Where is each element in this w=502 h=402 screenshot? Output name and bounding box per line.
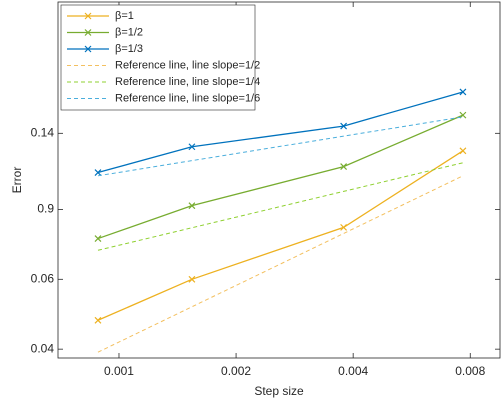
y-tick-label: 0.04: [31, 341, 55, 355]
legend-marker: [84, 29, 92, 36]
y-tick-label: 0.9: [37, 202, 54, 216]
marker: [340, 163, 348, 171]
legend-marker: [84, 12, 92, 20]
legend-label: β=1/3: [115, 43, 143, 55]
x-tick-label: 0.004: [338, 364, 368, 378]
legend-label: Reference line, line slope=1/6: [115, 92, 260, 104]
series-line: [97, 150, 464, 321]
marker: [340, 223, 348, 231]
marker: [340, 122, 348, 130]
reference-line: [97, 175, 464, 353]
marker: [94, 235, 102, 242]
marker: [94, 316, 102, 324]
marker: [459, 147, 467, 155]
legend-label: Reference line, line slope=1/2: [115, 59, 260, 71]
legend-label: β=1: [115, 10, 134, 22]
marker: [188, 202, 196, 210]
marker: [94, 169, 102, 176]
legend-box: [60, 4, 256, 111]
reference-line: [97, 116, 464, 177]
x-tick-label: 0.002: [221, 364, 251, 378]
marker: [188, 143, 196, 151]
series-line: [97, 114, 464, 240]
y-axis-label: Error: [10, 167, 24, 194]
y-tick-label: 0.06: [31, 271, 55, 285]
series-line: [97, 91, 464, 174]
x-tick-label: 0.001: [104, 364, 134, 378]
marker: [459, 88, 467, 96]
legend-marker: [84, 45, 92, 53]
y-tick-label: 0.14: [31, 125, 55, 139]
x-tick-label: 0.008: [455, 364, 485, 378]
legend-label: Reference line, line slope=1/4: [115, 76, 260, 88]
legend-label: β=1/2: [115, 26, 143, 38]
marker: [188, 275, 196, 283]
x-axis-label: Step size: [254, 384, 304, 398]
